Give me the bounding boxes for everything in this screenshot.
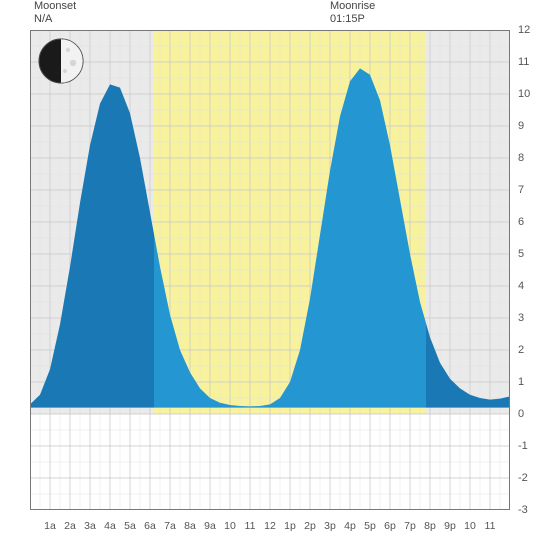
y-tick-label: 8	[518, 152, 538, 164]
y-tick-label: 11	[518, 56, 538, 68]
x-axis: 1a 2a 3a 4a 5a 6a 7a 8a 9a 10 11 12 1p 2p 3p 4p 5p 6p 7p 8p…	[30, 520, 510, 540]
x-tick-label: 10	[224, 520, 236, 532]
moon-phase-icon	[38, 38, 84, 84]
x-tick-label: 6p	[384, 520, 396, 532]
y-tick-label: 1	[518, 376, 538, 388]
x-tick-label: 2p	[304, 520, 316, 532]
y-tick-label: 7	[518, 184, 538, 196]
y-tick-label: 12	[518, 24, 538, 36]
y-tick-label: -3	[518, 504, 538, 516]
x-tick-label: 8a	[184, 520, 196, 532]
y-tick-label: 3	[518, 312, 538, 324]
x-tick-label: 2a	[64, 520, 76, 532]
x-tick-label: 9p	[444, 520, 456, 532]
x-tick-label: 6a	[144, 520, 156, 532]
tide-chart-container: Moonset N/A Moonrise 01:15P -3-2-1012345…	[0, 0, 550, 550]
y-tick-label: 10	[518, 88, 538, 100]
x-tick-label: 4p	[344, 520, 356, 532]
y-axis: -3-2-10123456789101112	[510, 30, 538, 510]
y-tick-label: -2	[518, 472, 538, 484]
x-tick-label: 8p	[424, 520, 436, 532]
y-tick-label: 0	[518, 408, 538, 420]
x-tick-label: 1a	[44, 520, 56, 532]
moonrise-label: Moonrise	[330, 0, 375, 12]
x-tick-label: 7a	[164, 520, 176, 532]
x-tick-label: 11	[485, 520, 496, 532]
y-tick-label: 5	[518, 248, 538, 260]
x-tick-label: 10	[464, 520, 476, 532]
moonset-label: Moonset	[34, 0, 76, 12]
x-tick-label: 3a	[84, 520, 96, 532]
x-tick-label: 7p	[404, 520, 416, 532]
moonrise-value: 01:15P	[330, 13, 365, 25]
x-tick-label: 5p	[364, 520, 376, 532]
y-tick-label: 6	[518, 216, 538, 228]
moonset-value: N/A	[34, 13, 52, 25]
x-tick-label: 11	[245, 520, 256, 532]
y-tick-label: 4	[518, 280, 538, 292]
y-tick-label: -1	[518, 440, 538, 452]
header-labels: Moonset N/A Moonrise 01:15P	[30, 0, 510, 30]
x-tick-label: 5a	[124, 520, 136, 532]
y-tick-label: 2	[518, 344, 538, 356]
y-tick-label: 9	[518, 120, 538, 132]
x-tick-label: 12	[264, 520, 276, 532]
x-tick-label: 4a	[104, 520, 116, 532]
x-tick-label: 9a	[204, 520, 216, 532]
x-tick-label: 1p	[284, 520, 296, 532]
tide-chart-plot	[30, 30, 510, 510]
x-tick-label: 3p	[324, 520, 336, 532]
